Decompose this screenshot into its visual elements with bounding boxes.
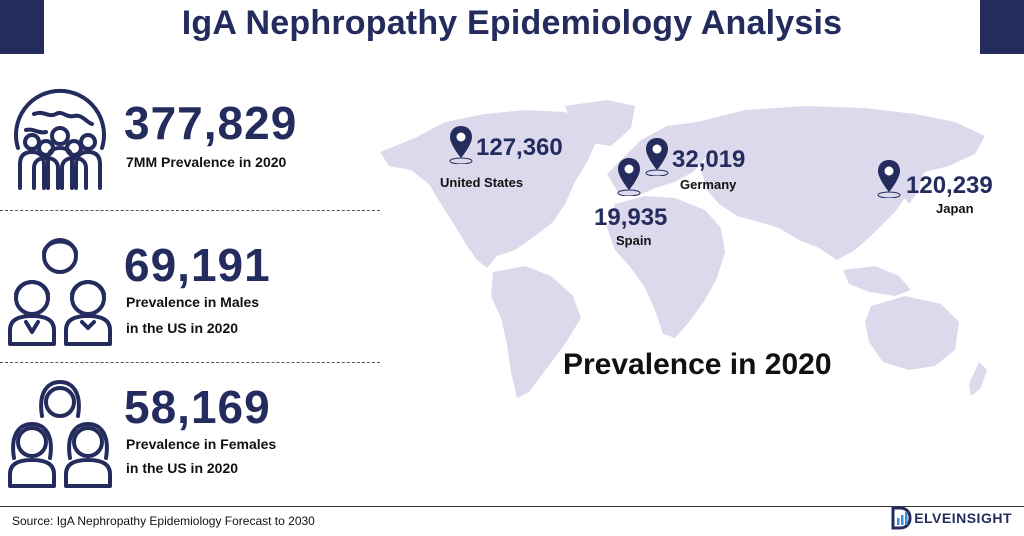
logo-text: ELVEINSIGHT xyxy=(914,510,1012,526)
map-pin-icon-germany xyxy=(645,138,669,176)
stat-caption-line: in the US in 2020 xyxy=(126,460,239,476)
page-title: IgA Nephropathy Epidemiology Analysis xyxy=(181,4,843,42)
stat-7mm-prevalence: 377,829 7MM Prevalence in 2020 xyxy=(0,78,380,208)
stat-value: 69,191 xyxy=(124,239,271,291)
africa-shape xyxy=(607,196,725,338)
map-pin-icon-japan xyxy=(877,160,901,198)
map-caption: Prevalence in 2020 xyxy=(563,348,832,381)
delveinsight-logo-icon xyxy=(891,506,912,530)
north-america-shape xyxy=(380,110,597,268)
stat-male-prevalence: 69,191 Prevalence in Males in the US in … xyxy=(0,222,380,360)
south-america-shape xyxy=(491,266,581,398)
marker-value-spain: 19,935 xyxy=(594,204,668,231)
female-group-icon xyxy=(8,380,112,488)
japan-shape xyxy=(903,166,923,204)
male-group-icon xyxy=(8,238,112,346)
stat-caption-line: Prevalence in Females xyxy=(126,436,277,452)
australia-shape xyxy=(865,296,959,370)
marker-value-germany: 32,019 xyxy=(672,146,746,173)
greenland-shape xyxy=(565,100,635,146)
globe-people-icon xyxy=(14,88,106,190)
divider xyxy=(0,362,380,363)
corner-decoration-left xyxy=(0,0,44,54)
delveinsight-logo: ELVEINSIGHT xyxy=(890,506,1012,530)
stat-caption: 7MM Prevalence in 2020 xyxy=(126,154,287,170)
stat-value: 58,169 xyxy=(124,381,271,433)
asia-shape xyxy=(697,106,985,260)
marker-label-spain: Spain xyxy=(616,233,652,248)
marker-value-us: 127,360 xyxy=(476,134,563,161)
southeast-asia-shape xyxy=(843,266,911,296)
stat-value: 377,829 xyxy=(124,97,298,149)
divider xyxy=(0,210,380,211)
marker-label-japan: Japan xyxy=(936,201,974,216)
footer-divider xyxy=(0,506,1024,507)
marker-label-us: United States xyxy=(440,175,524,190)
corner-decoration-right xyxy=(980,0,1024,54)
stat-caption-line: Prevalence in Males xyxy=(126,294,260,310)
stat-caption-line: in the US in 2020 xyxy=(126,320,239,336)
map-pin-icon-spain xyxy=(617,158,641,196)
new-zealand-shape xyxy=(969,362,987,396)
map-pin-icon-us xyxy=(449,126,473,164)
marker-label-germany: Germany xyxy=(680,177,737,192)
marker-value-japan: 120,239 xyxy=(906,172,993,199)
stat-female-prevalence: 58,169 Prevalence in Females in the US i… xyxy=(0,372,380,504)
world-map xyxy=(380,100,987,398)
source-note: Source: IgA Nephropathy Epidemiology For… xyxy=(12,514,315,528)
